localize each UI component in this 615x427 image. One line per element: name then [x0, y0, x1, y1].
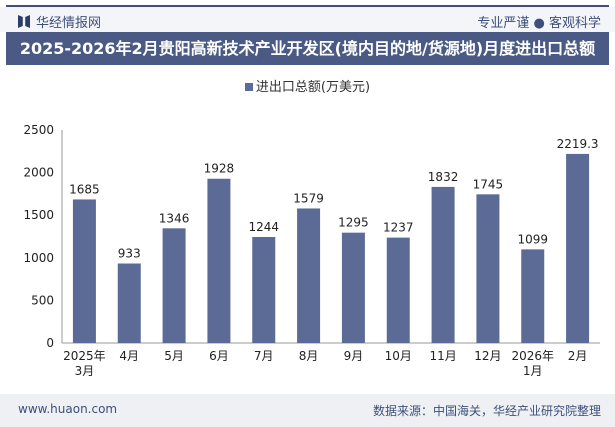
x-tick-label: 11月 — [429, 349, 456, 363]
x-tick-label: 12月 — [474, 349, 501, 363]
data-label: 1099 — [517, 232, 548, 246]
x-tick-label: 6月 — [209, 349, 229, 363]
x-tick-label: 1月 — [523, 364, 543, 378]
bar — [252, 237, 276, 343]
bar — [117, 263, 141, 343]
bar — [207, 178, 231, 343]
x-tick-label: 2月 — [568, 349, 588, 363]
y-tick-label: 2000 — [23, 166, 54, 180]
data-label: 1832 — [428, 170, 459, 184]
data-label: 1346 — [159, 211, 190, 225]
legend-swatch — [244, 83, 253, 91]
data-label: 1745 — [473, 177, 504, 191]
header-bar — [0, 7, 615, 32]
y-tick-label: 1000 — [23, 251, 54, 265]
x-tick-label: 4月 — [119, 349, 139, 363]
data-label: 933 — [118, 247, 141, 261]
data-label: 2219.3 — [557, 137, 599, 151]
x-tick-label: 8月 — [299, 349, 319, 363]
brand-logo[interactable]: 华经情报网 — [18, 12, 101, 31]
x-tick-label: 3月 — [75, 364, 95, 378]
y-tick-label: 2500 — [23, 123, 54, 137]
bar — [386, 237, 410, 343]
bar — [431, 186, 455, 343]
bar — [566, 153, 590, 343]
bar — [72, 199, 96, 343]
y-tick-label: 500 — [31, 293, 54, 307]
data-label: 1295 — [338, 216, 369, 230]
x-tick-label: 9月 — [344, 349, 364, 363]
x-tick-label: 7月 — [254, 349, 274, 363]
data-label: 1244 — [248, 220, 279, 234]
bar — [341, 232, 365, 343]
data-source: 数据来源：中国海关，华经产业研究院整理 — [372, 404, 601, 418]
brand-name: 华经情报网 — [36, 16, 102, 31]
legend-label: 进出口总额(万美元) — [255, 80, 371, 95]
x-tick-label: 10月 — [385, 349, 412, 363]
x-tick-label: 5月 — [164, 349, 184, 363]
chart-title: 2025-2026年2月贵阳高新技术产业开发区(境内目的地/货源地)月度进出口总… — [6, 32, 609, 65]
legend: 进出口总额(万美元) — [0, 76, 615, 95]
bar — [476, 194, 500, 343]
x-tick-label: 2025年 — [63, 349, 106, 363]
data-label: 1685 — [69, 182, 100, 196]
data-label: 1928 — [204, 162, 235, 176]
bar — [521, 249, 545, 343]
x-tick-label: 2026年 — [511, 349, 554, 363]
data-label: 1579 — [293, 191, 324, 205]
bar — [162, 228, 186, 343]
website-link[interactable]: www.huaon.com — [18, 402, 118, 416]
slogan: 专业严谨 ● 客观科学 — [477, 16, 601, 31]
footer-bar — [0, 394, 615, 427]
y-tick-label: 0 — [46, 336, 54, 350]
y-tick-label: 1500 — [23, 208, 54, 222]
data-label: 1237 — [383, 221, 414, 235]
bar — [297, 208, 321, 343]
top-rule — [6, 5, 609, 7]
